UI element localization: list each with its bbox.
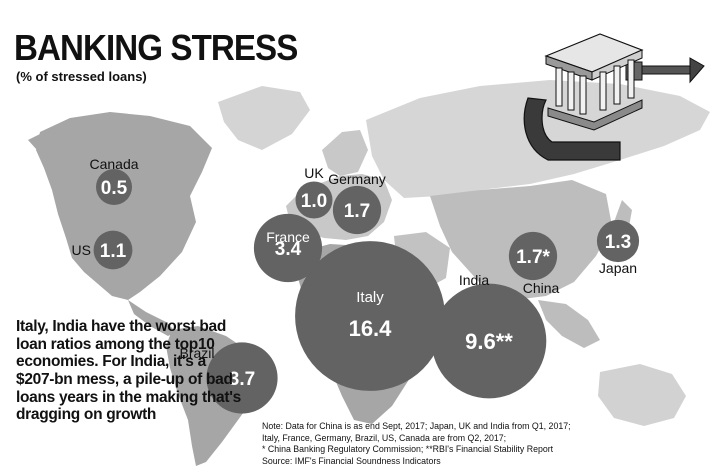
- bubble-uk: 1.0 UK: [295, 165, 333, 219]
- country-label: Brazil: [179, 345, 214, 361]
- bubble-germany: 1.7 Germany: [328, 171, 386, 235]
- bubble-circle: [96, 169, 132, 205]
- country-label: India: [459, 272, 490, 288]
- page-title: BANKING STRESS: [14, 27, 298, 68]
- country-label: France: [266, 229, 310, 245]
- north-america-shape: [36, 112, 212, 300]
- bubble-value-label: 3.4: [275, 239, 302, 260]
- country-label: Germany: [328, 171, 386, 187]
- bubble-canada: 0.5 Canada: [89, 156, 139, 205]
- bubble-circle: [295, 241, 445, 391]
- bubble-value-label: 1.0: [301, 191, 327, 212]
- bubble-value-label: 1.3: [605, 232, 631, 253]
- bank-in-clamp-icon: [523, 33, 705, 161]
- bubble-circle: [596, 219, 640, 263]
- bubble-india: 9.6** India: [431, 272, 547, 399]
- bubble-circle: [332, 185, 382, 235]
- bubble-italy: 16.4 Italy: [295, 241, 445, 391]
- footnotes: Note: Data for China is as end Sept, 201…: [262, 421, 582, 468]
- country-label: US: [72, 242, 91, 258]
- footnote-line: Italy, France, Germany, Brazil, US, Cana…: [262, 432, 507, 443]
- bubble-japan: 1.3 Japan: [596, 219, 640, 276]
- central-america-shape: [128, 300, 176, 336]
- country-label: Canada: [89, 156, 138, 172]
- bubble-value-label: 1.1: [100, 241, 127, 262]
- bubble-value-label: 1.7: [344, 201, 370, 222]
- bubble-circle: [253, 213, 323, 283]
- bubble-value-label: 9.6**: [465, 329, 513, 354]
- country-label: UK: [304, 165, 324, 181]
- bubble-value-label: 3.7: [229, 369, 255, 390]
- bubble-us: 1.1 US: [72, 230, 133, 270]
- bubble-circle: [431, 283, 547, 399]
- footnote-line: Note: Data for China is as end Sept, 201…: [262, 421, 571, 431]
- bubble-layer: 16.4Italy9.6**India3.7Brazil3.4France1.7…: [72, 156, 640, 414]
- greenland-shape: [218, 86, 310, 150]
- bubble-value-label: 16.4: [349, 316, 393, 341]
- bubble-china: 1.7* China: [508, 231, 560, 296]
- footnote-line: Source: IMF's Financial Soundness Indica…: [262, 456, 441, 467]
- bubble-value-label: 1.7*: [516, 247, 550, 268]
- scandinavia-shape: [322, 130, 368, 176]
- bubble-brazil: 3.7 Brazil: [179, 342, 278, 414]
- southeast-asia-shape: [538, 300, 600, 348]
- australia-shape: [598, 364, 686, 426]
- bubble-value-label: 0.5: [101, 178, 128, 199]
- country-label: China: [523, 280, 560, 296]
- bubble-circle: [206, 342, 278, 414]
- alaska-shape: [28, 128, 60, 160]
- page-subtitle: (% of stressed loans): [16, 69, 147, 84]
- country-label: Japan: [599, 260, 637, 276]
- bubble-circle: [295, 181, 333, 219]
- bubble-circle: [508, 231, 558, 281]
- country-label: Italy: [356, 289, 384, 306]
- callout-text: Italy, India have the worst bad loan rat…: [16, 318, 241, 424]
- footnote-line: * China Banking Regulatory Commission; *…: [262, 444, 554, 455]
- bubble-circle: [93, 230, 133, 270]
